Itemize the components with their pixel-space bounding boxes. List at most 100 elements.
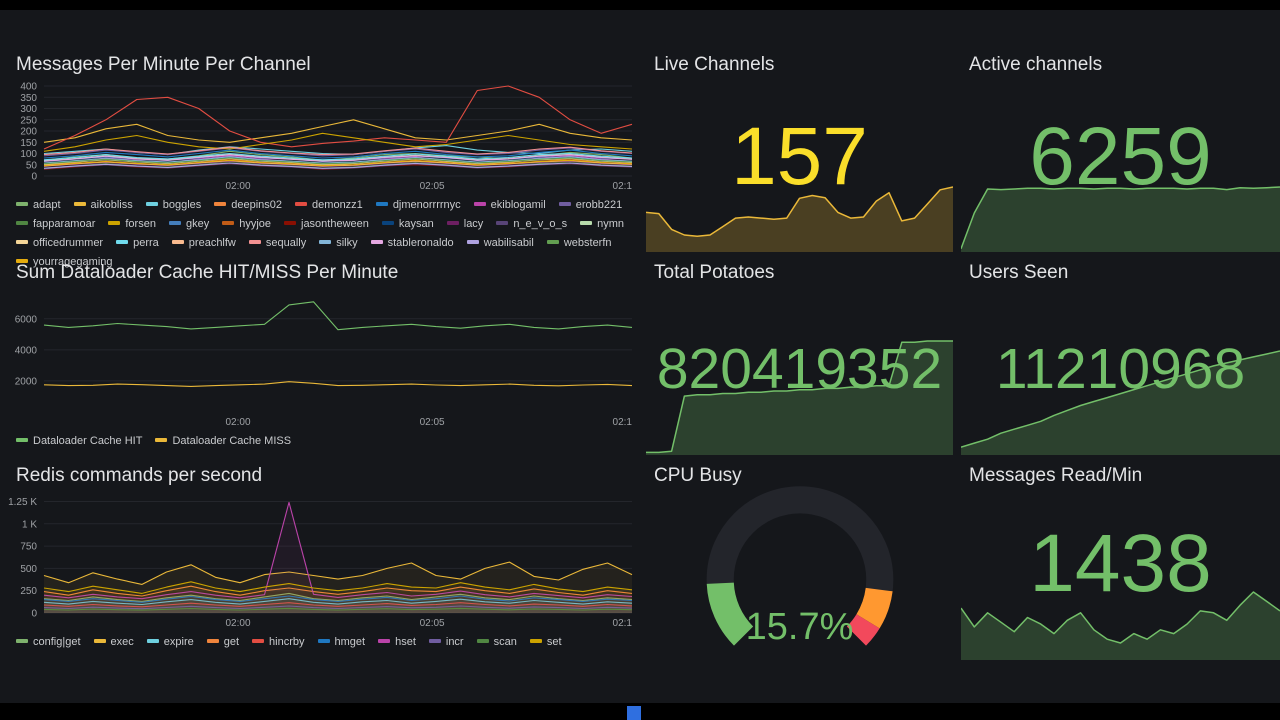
panel-title[interactable]: Sum Dataloader Cache HIT/MISS Per Minute (16, 262, 399, 283)
legend-label: boggles (162, 199, 202, 211)
legend-item[interactable]: config|get (16, 633, 81, 650)
dataloader-timeseries-chart[interactable]: 2000 4000 6000 02:00 02:05 02:1 (8, 288, 636, 428)
legend-item[interactable]: ekiblogamil (473, 196, 546, 213)
legend-item[interactable]: Dataloader Cache HIT (16, 432, 142, 449)
legend-item[interactable]: kaysan (381, 215, 434, 232)
legend-swatch (580, 221, 593, 225)
legend-swatch (529, 639, 542, 643)
legend-item[interactable]: yourragegaming (16, 253, 113, 270)
legend-item[interactable]: scan (476, 633, 517, 650)
legend-label: scan (493, 636, 517, 648)
legend-swatch (155, 438, 168, 442)
legend-swatch (146, 639, 159, 643)
legend-item[interactable]: aikobliss (73, 196, 133, 213)
legend-swatch (16, 240, 28, 244)
legend-swatch (252, 639, 265, 643)
panel-title[interactable]: Active channels (969, 54, 1103, 75)
legend-item[interactable]: silky (319, 234, 358, 251)
cpu-gauge: 15.7% (650, 477, 950, 667)
legend-item[interactable]: demonzz1 (295, 196, 363, 213)
legend-item[interactable]: hincrby (252, 633, 305, 650)
legend-label: kaysan (398, 218, 434, 230)
legend-item[interactable]: adapt (16, 196, 61, 213)
legend-item[interactable]: hyyjoe (222, 215, 271, 232)
legend-item[interactable]: officedrummer (16, 234, 103, 251)
panel-title[interactable]: Redis commands per second (16, 465, 263, 486)
legend-swatch (295, 202, 308, 206)
legend-item[interactable]: sequally (248, 234, 306, 251)
svg-text:0: 0 (31, 172, 37, 183)
legend-item[interactable]: get (206, 633, 239, 650)
messages-timeseries-chart[interactable]: 0 50 100 150 200 250 300 350 400 02:00 02:05 02:1 (8, 80, 636, 193)
svg-text:0: 0 (31, 609, 37, 620)
panel-title[interactable]: CPU Busy (654, 465, 742, 486)
legend-label: forsen (125, 218, 156, 230)
legend-label: stableronaldo (387, 237, 454, 249)
legend-item[interactable]: stableronaldo (370, 234, 454, 251)
panel-title[interactable]: Live Channels (654, 54, 775, 75)
legend-label: incr (445, 636, 464, 648)
legend-item[interactable]: exec (93, 633, 134, 650)
legend-swatch (16, 438, 28, 442)
legend-item[interactable]: websterfn (546, 234, 612, 251)
svg-text:6000: 6000 (15, 314, 38, 325)
legend-item[interactable]: lacy (446, 215, 483, 232)
panel-title[interactable]: Total Potatoes (654, 262, 775, 283)
svg-text:200: 200 (20, 127, 37, 138)
svg-text:500: 500 (20, 564, 37, 575)
legend-item[interactable]: hset (378, 633, 416, 650)
legend-item[interactable]: boggles (145, 196, 202, 213)
legend-label: expire (163, 636, 194, 648)
redis-timeseries-chart[interactable]: 0 250 500 750 1 K 1.25 K 02:00 02:05 02:1 (8, 491, 636, 629)
stat-sparkline (646, 339, 953, 455)
legend-swatch (16, 639, 28, 643)
svg-text:100: 100 (20, 149, 37, 160)
legend-item[interactable]: erobb221 (558, 196, 622, 213)
panel-messages-per-minute: Messages Per Minute Per Channel 0 50 100 15… (8, 44, 638, 268)
legend-item[interactable]: forsen (108, 215, 156, 232)
legend-swatch (116, 240, 129, 244)
legend-label: yourragegaming (33, 256, 113, 268)
legend-item[interactable]: incr (428, 633, 464, 650)
panel-live-channels: Live Channels 157 (646, 44, 953, 252)
legend-item[interactable]: set (529, 633, 562, 650)
legend-item[interactable]: fapparamoar (16, 215, 95, 232)
taskbar-accent (627, 706, 641, 720)
legend-label: aikobliss (90, 199, 133, 211)
legend-item[interactable]: hmget (317, 633, 365, 650)
legend-swatch (168, 221, 181, 225)
svg-text:250: 250 (20, 115, 37, 126)
legend-item[interactable]: perra (116, 234, 159, 251)
legend-item[interactable]: preachlfw (171, 234, 236, 251)
legend-label: jasontheween (301, 218, 369, 230)
legend-label: adapt (33, 199, 61, 211)
legend-item[interactable]: Dataloader Cache MISS (155, 432, 291, 449)
top-letterbox (0, 0, 1280, 10)
legend-label: officedrummer (33, 237, 104, 249)
legend-item[interactable]: djmenorrrrnyc (375, 196, 461, 213)
stat-value: 820419352 (656, 337, 943, 401)
legend-label: nymn (597, 218, 625, 230)
legend-item[interactable]: n_e_v_o_s (496, 215, 567, 232)
dataloader-legend: Dataloader Cache HIT Dataloader Cache MIS… (16, 432, 634, 449)
legend-swatch (171, 240, 184, 244)
legend-item[interactable]: wabilisabil (466, 234, 534, 251)
dashboard-grid: Messages Per Minute Per Channel 0 50 100 15… (0, 10, 1280, 703)
panel-title[interactable]: Messages Read/Min (969, 465, 1143, 486)
legend-item[interactable]: expire (146, 633, 194, 650)
panel-title[interactable]: Messages Per Minute Per Channel (16, 54, 311, 75)
panel-dataloader-cache: Sum Dataloader Cache HIT/MISS Per Minute… (8, 252, 638, 452)
legend-item[interactable]: jasontheween (284, 215, 369, 232)
legend-label: hincrby (269, 636, 305, 648)
stat-value: 157 (731, 111, 868, 202)
panel-title[interactable]: Users Seen (969, 262, 1069, 283)
gauge-value: 15.7% (745, 606, 854, 648)
legend-swatch (93, 639, 106, 643)
legend-item[interactable]: nymn (580, 215, 624, 232)
legend-label: perra (133, 237, 159, 249)
legend-item[interactable]: gkey (168, 215, 209, 232)
svg-text:250: 250 (20, 586, 37, 597)
legend-item[interactable]: deepins02 (214, 196, 282, 213)
stat-sparkline (961, 185, 1280, 252)
